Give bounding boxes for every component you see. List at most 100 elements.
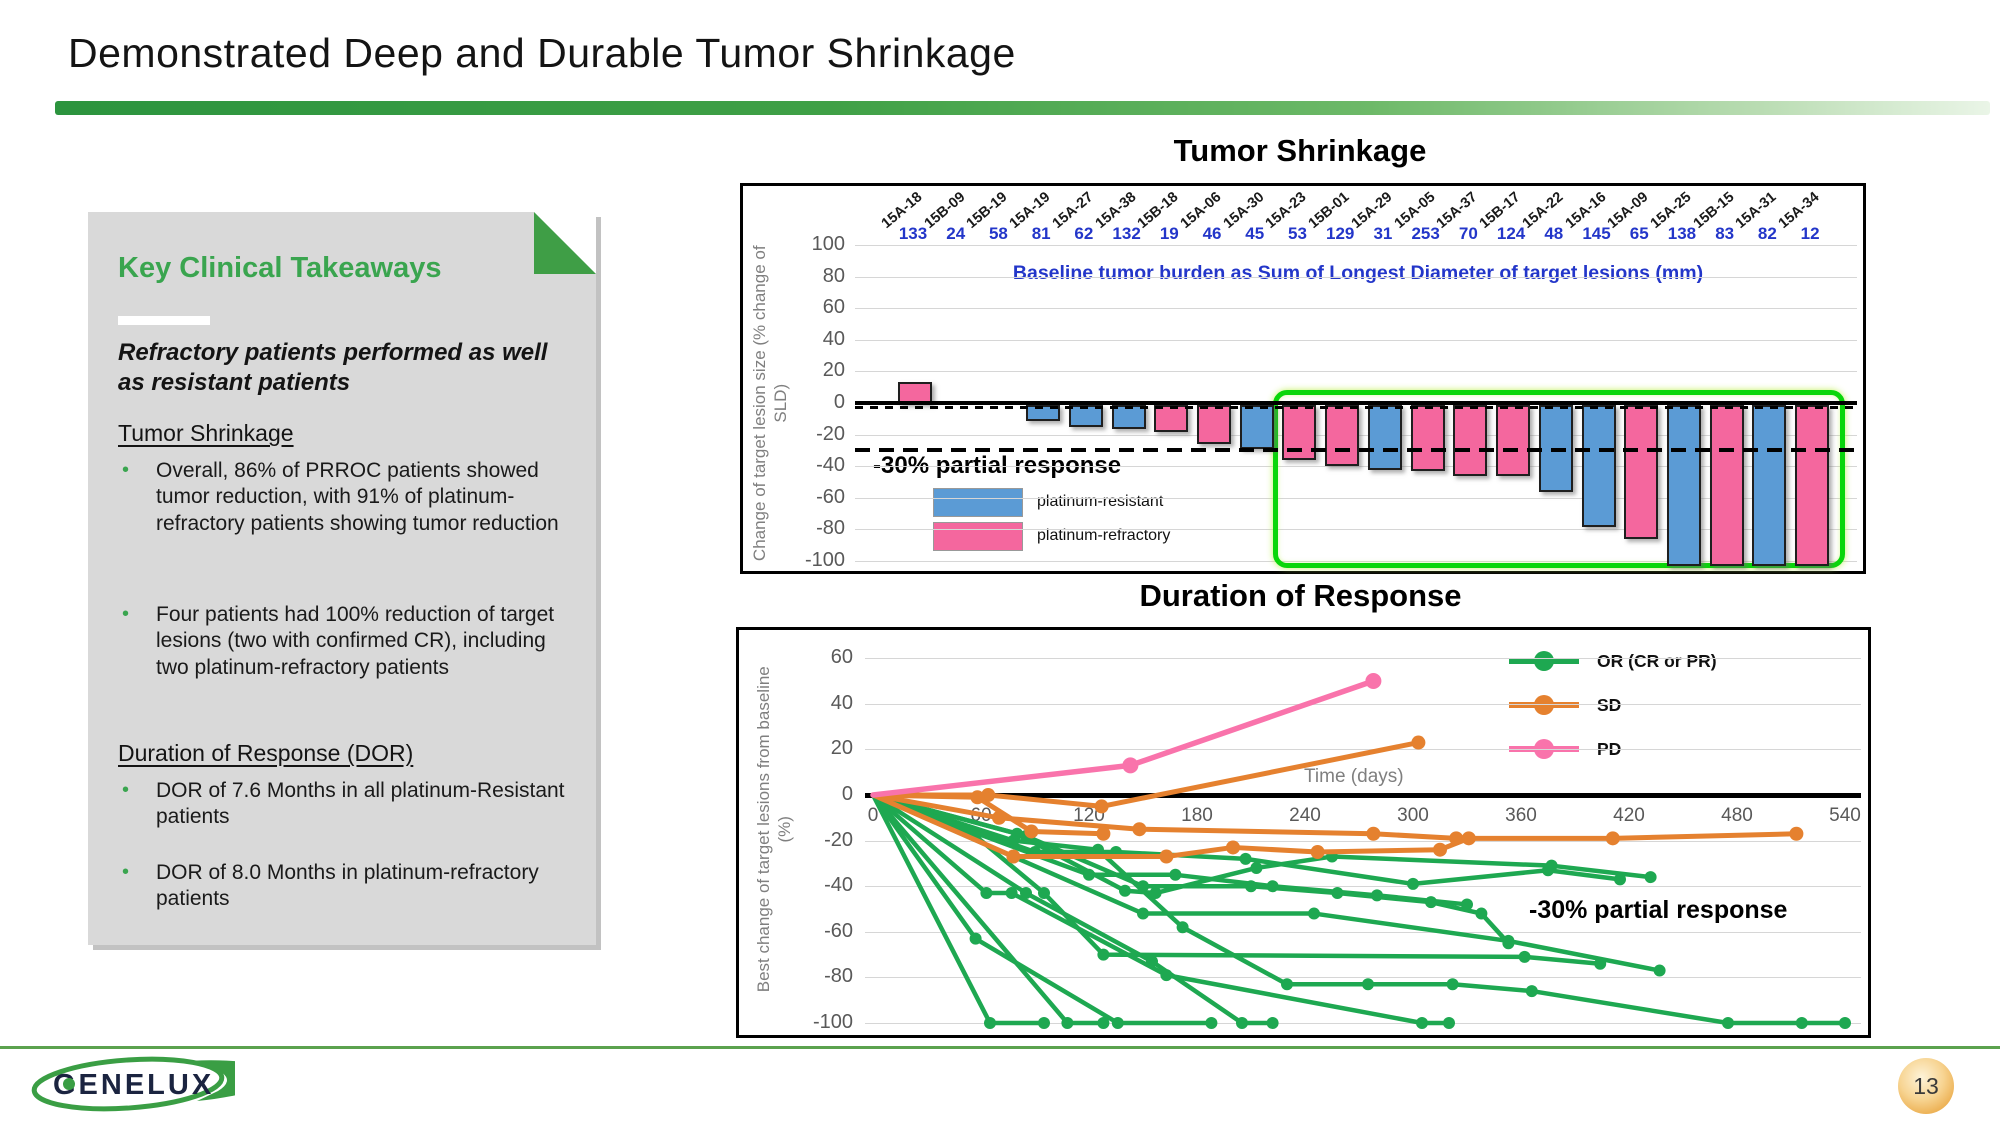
spider-x-tick: 60: [970, 805, 992, 826]
section-tumor-shrinkage: Tumor Shrinkage: [118, 420, 294, 446]
waterfall-bar: [1709, 405, 1744, 566]
patient-baseline-value: 82: [1757, 224, 1777, 243]
waterfall-y-tick: -60: [816, 485, 845, 508]
waterfall-bar: [1367, 405, 1402, 470]
series-marker-or: [1461, 898, 1473, 911]
logo-text: GENELUX: [53, 1069, 214, 1101]
waterfall-bar: [1795, 405, 1830, 566]
series-marker-or: [1545, 859, 1558, 872]
waterfall-bar: [1068, 405, 1103, 427]
waterfall-gridline: [855, 276, 1857, 278]
spider-gridline: [865, 977, 1861, 979]
waterfall-bar: [1496, 405, 1531, 476]
takeaways-underline: [118, 316, 210, 325]
waterfall-y-tick: 0: [833, 391, 845, 413]
series-line-or: [870, 792, 1452, 1026]
page-number: 13: [1913, 1072, 1939, 1099]
series-marker-pd: [1122, 757, 1139, 774]
waterfall-bar: [1239, 405, 1274, 450]
legend-item-sd: SD: [1507, 692, 1621, 718]
bullet-item: • DOR of 7.6 Months in all platinum-Resi…: [118, 778, 578, 831]
spider-x-tick: 360: [1505, 805, 1537, 826]
patient-baseline-value: 45: [1245, 224, 1265, 243]
series-marker-or: [1005, 887, 1018, 900]
series-marker-or: [1137, 907, 1149, 920]
waterfall-y-tick: 20: [822, 359, 845, 382]
spider-gridline: [865, 931, 1861, 933]
legend-line-or-icon: [1509, 651, 1579, 671]
series-marker-sd: [1605, 831, 1620, 846]
series-marker-or: [1407, 877, 1419, 890]
series-marker-or: [1653, 964, 1666, 977]
legend-label-platinum-resistant: platinum-resistant: [1037, 493, 1164, 510]
spider-x-tick: 540: [1829, 805, 1861, 826]
footer-divider: [0, 1046, 2000, 1049]
series-marker-sd: [1226, 840, 1240, 855]
bullet-icon: •: [122, 603, 130, 625]
waterfall-bar: [1197, 405, 1232, 445]
series-marker-or: [1371, 889, 1383, 902]
series-marker-or: [1331, 887, 1344, 900]
spider-x-tick: 480: [1721, 805, 1753, 826]
folded-corner-icon: [534, 212, 596, 274]
spider-x-tick: 420: [1613, 805, 1645, 826]
series-marker-or: [969, 932, 982, 945]
waterfall-y-tick: -100: [804, 549, 845, 571]
partial-response-threshold-line: [855, 448, 1857, 453]
legend-line-sd-icon: [1509, 695, 1579, 715]
legend-label-sd: SD: [1597, 694, 1622, 715]
waterfall-chart-title: Tumor Shrinkage: [1173, 133, 1427, 168]
bullet-icon: •: [122, 779, 130, 801]
waterfall-gridline: [855, 497, 1857, 499]
spider-x-tick: 120: [1073, 805, 1105, 826]
spider-y-tick: 20: [830, 737, 853, 760]
patient-baseline-value: 46: [1202, 224, 1222, 243]
spider-chart: Best change of target lesions from basel…: [736, 627, 1871, 1038]
bullet-item: • Overall, 86% of PRROC patients showed …: [118, 458, 578, 537]
series-marker-or: [1644, 871, 1657, 884]
series-marker-sd: [1789, 826, 1804, 841]
waterfall-chart: Change of target lesion size (% change o…: [740, 183, 1866, 574]
series-marker-or: [1614, 873, 1626, 886]
patient-baseline-value: 124: [1496, 224, 1526, 243]
waterfall-y-tick: 40: [822, 327, 845, 350]
patient-baseline-value: 133: [898, 224, 928, 243]
partial-response-threshold-label: -30% partial response: [873, 452, 1122, 479]
waterfall-bar: [1581, 405, 1616, 527]
waterfall-gridline: [855, 529, 1857, 531]
waterfall-bar: [1666, 405, 1701, 566]
legend-item-pd: PD: [1507, 736, 1621, 762]
patient-baseline-value: 31: [1373, 224, 1393, 243]
waterfall-bar: [1154, 405, 1189, 432]
patient-baseline-value: 138: [1667, 224, 1697, 243]
waterfall-gridline: [855, 339, 1857, 341]
series-marker-or: [1092, 843, 1104, 856]
series-marker-or: [1146, 955, 1158, 968]
spider-y-tick: -100: [812, 1011, 853, 1033]
bullet-text: DOR of 8.0 Months in platinum-refractory…: [156, 861, 539, 911]
series-marker-sd: [1024, 824, 1039, 839]
takeaways-headline: Refractory patients performed as well as…: [118, 339, 548, 396]
waterfall-zero-dashes: [855, 406, 1857, 409]
series-marker-or: [1239, 852, 1252, 865]
series-marker-sd: [1411, 735, 1426, 750]
series-marker-or: [1594, 957, 1607, 970]
waterfall-bar: [1624, 405, 1659, 540]
waterfall-bar: [1752, 405, 1787, 566]
waterfall-gridline: [855, 308, 1857, 310]
spider-x-tick: 180: [1181, 805, 1213, 826]
bullet-text: DOR of 7.6 Months in all platinum-Resist…: [156, 779, 565, 829]
waterfall-y-tick: 100: [811, 233, 845, 255]
series-marker-or: [1525, 985, 1538, 998]
series-marker-or: [1029, 846, 1041, 858]
series-marker-sd: [1159, 849, 1174, 864]
series-marker-or: [1038, 887, 1050, 900]
spider-gridline: [865, 840, 1861, 842]
patient-baseline-value: 253: [1411, 224, 1440, 243]
series-marker-sd: [1006, 849, 1021, 864]
series-marker-or: [1020, 887, 1032, 900]
spider-y-tick: 40: [830, 691, 853, 714]
bullet-icon: •: [122, 861, 130, 883]
series-marker-or: [1542, 864, 1554, 877]
